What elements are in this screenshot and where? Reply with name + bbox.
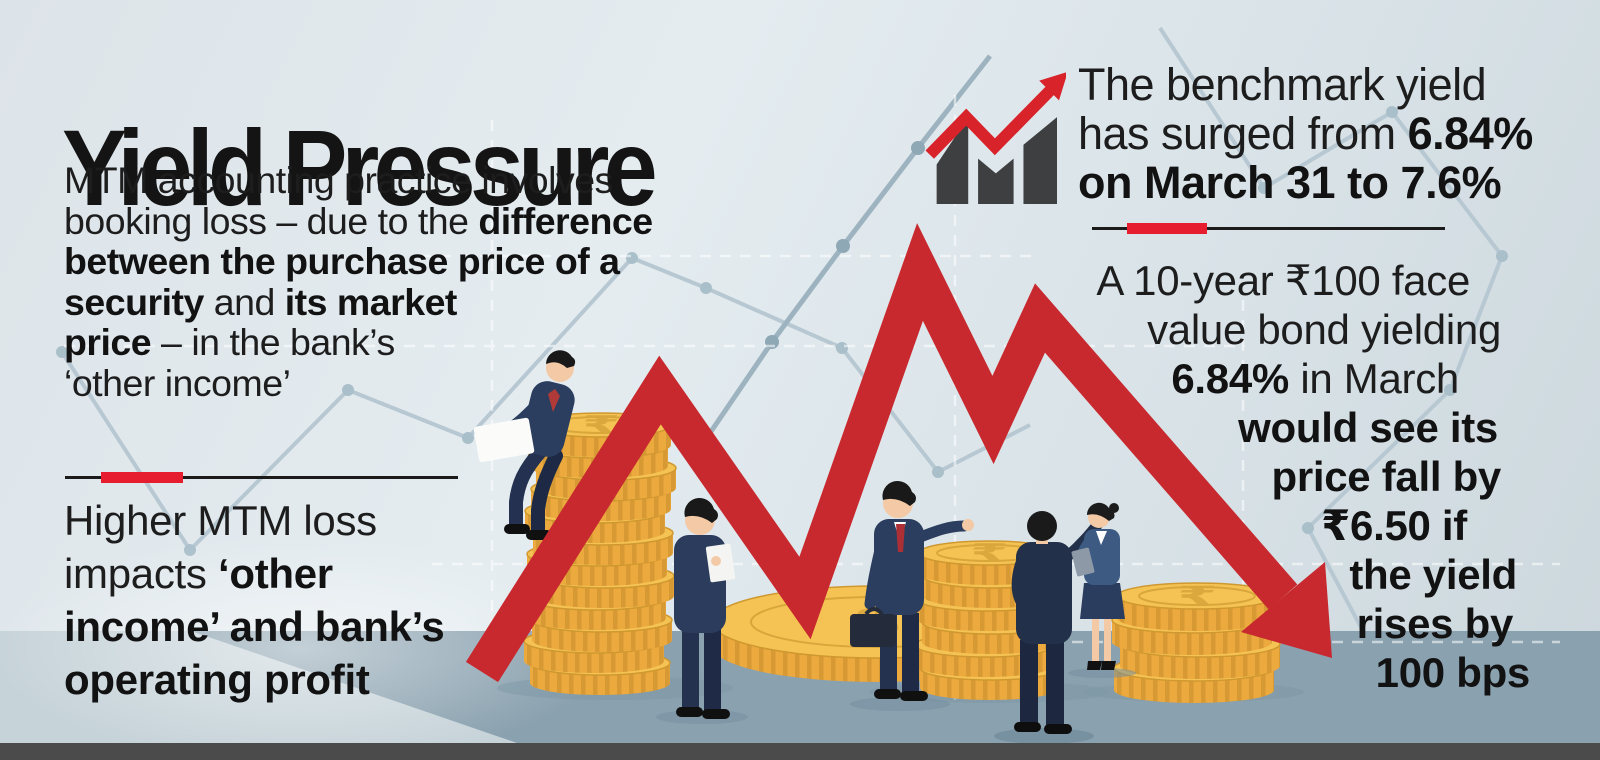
businessman-back-view — [994, 511, 1107, 744]
left-divider-red-accent — [101, 472, 183, 483]
page-title: Yield Pressure — [62, 107, 658, 229]
intro-text: MTM accounting practice involves booking … — [64, 160, 653, 403]
sitting-man-laptop — [473, 350, 576, 540]
coin-stack-right: ₹ — [1084, 582, 1304, 704]
svg-text:₹: ₹ — [970, 539, 1008, 567]
footer-bar — [0, 743, 1600, 760]
red-zigzag-arrow — [465, 223, 1332, 683]
left-divider — [65, 472, 458, 483]
bond-price-text: A 10-year ₹100 face value bond yielding 6.… — [1096, 256, 1530, 697]
text-line: between the purchase price of a — [64, 240, 620, 282]
text-line: Higher MTM loss — [64, 497, 377, 544]
text-line: security and its market — [64, 280, 457, 323]
standing-man-tablet — [656, 497, 748, 724]
text-line: would see its — [1238, 404, 1498, 451]
text-line: 100 bps — [1375, 649, 1531, 696]
businesswoman — [1068, 502, 1136, 678]
text-line: income’ and bank’s — [64, 603, 445, 650]
text-line: price fall by — [1271, 453, 1501, 500]
businessman-briefcase — [850, 480, 974, 711]
background-chart-lines — [56, 26, 1508, 649]
text-line: impacts ‘other — [64, 550, 333, 597]
text-line: the yield — [1349, 551, 1517, 598]
benchmark-yield-text: The benchmark yield has surged from 6.84%… — [1078, 60, 1533, 207]
text-line: ₹6.50 if — [1321, 502, 1467, 549]
text-line: 6.84% in March — [1171, 355, 1459, 402]
text-line: MTM accounting practice involves — [64, 159, 613, 201]
grid-dashes — [64, 95, 1560, 700]
text-line: booking loss – due to the difference — [64, 199, 653, 242]
text-line: rises by — [1356, 600, 1514, 647]
text-line: The benchmark yield — [1078, 59, 1487, 110]
mtm-loss-note-text: Higher MTM loss impacts ‘other income’ and… — [64, 494, 445, 706]
right-divider — [1092, 223, 1445, 234]
text-line: has surged from 6.84% — [1078, 108, 1533, 159]
growth-chart-icon — [925, 72, 1066, 204]
right-divider-red-accent — [1127, 223, 1207, 234]
text-line: operating profit — [64, 656, 370, 703]
svg-text:₹: ₹ — [1177, 582, 1217, 611]
text-line: value bond yielding — [1147, 306, 1501, 353]
text-line: price – in the bank’s — [64, 321, 395, 363]
text-line: on March 31 to 7.6% — [1078, 157, 1502, 208]
text-line: ‘other income’ — [64, 361, 291, 404]
text-line: A 10-year ₹100 face — [1096, 257, 1470, 304]
